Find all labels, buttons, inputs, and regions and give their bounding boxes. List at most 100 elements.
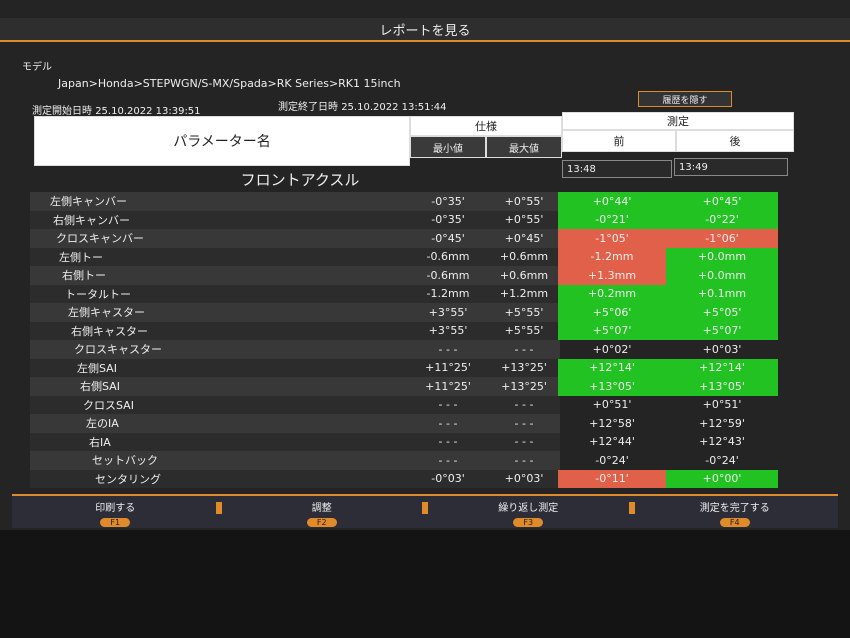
before-time-select[interactable]: 13:48 (562, 160, 672, 178)
measure-before: +0°51' (592, 398, 632, 412)
measure-after: +0.1mm (666, 284, 778, 303)
button-label: 調整 (311, 503, 332, 514)
spec-min: -0°03' (431, 472, 465, 486)
measure-before: +5°07' (558, 321, 666, 340)
spec-max: +13°25' (501, 361, 547, 375)
param-header: パラメーター名 (34, 116, 410, 166)
measure-before: +5°06' (558, 303, 666, 322)
spec-min: +3°55' (428, 324, 468, 338)
spec-min: - - - (438, 416, 458, 430)
function-key: F2 (306, 518, 337, 527)
spec-min: +11°25' (425, 379, 471, 393)
spec-min: -0.6mm (426, 268, 470, 282)
spec-max: +0°03' (504, 472, 544, 486)
measure-after: +0°00' (666, 469, 778, 488)
spec-min: -0.6mm (426, 250, 470, 264)
measure-before: +0°44' (558, 192, 666, 211)
spec-max: +1.2mm (499, 287, 549, 301)
spec-max: - - - (514, 453, 534, 467)
spec-max: +0.6mm (499, 250, 549, 264)
param-name: センタリング (95, 472, 161, 486)
max-header: 最大値 (486, 136, 562, 158)
row-background (30, 469, 560, 488)
measure-after: +12°59' (699, 416, 745, 430)
param-name: 左側トー (59, 250, 103, 264)
row-background (30, 284, 560, 303)
measure-before: -0°21' (558, 210, 666, 229)
spec-max: +0°55' (504, 213, 544, 227)
spec-max: - - - (514, 342, 534, 356)
spec-min: - - - (438, 342, 458, 356)
spec-max: +0.6mm (499, 268, 549, 282)
row-background (30, 451, 560, 470)
param-name: 左側SAI (77, 361, 117, 375)
measure-before: +0°02' (592, 342, 632, 356)
end-label: 測定終了日時 (278, 102, 338, 113)
param-name: 右側SAI (80, 380, 120, 394)
spec-min: +11°25' (425, 361, 471, 375)
section-title: フロントアクスル (240, 170, 360, 189)
footer-button[interactable]: 印刷する F1 (12, 498, 219, 528)
measure-header: 測定 (562, 112, 794, 130)
spec-min: - - - (438, 398, 458, 412)
button-label: 印刷する (95, 503, 136, 514)
footer-button[interactable]: 測定を完了する F4 (632, 498, 839, 528)
after-time-select[interactable]: 13:49 (674, 158, 788, 176)
hide-history-button[interactable]: 履歴を隠す (638, 91, 732, 107)
param-name: 右側キャスター (71, 324, 148, 338)
model-label: モデル (22, 62, 52, 73)
after-header: 後 (676, 130, 794, 152)
measure-after: +0°51' (702, 398, 742, 412)
measure-before: +13°05' (558, 377, 666, 396)
spec-max: - - - (514, 416, 534, 430)
row-background (30, 358, 560, 377)
function-key: F3 (513, 518, 544, 527)
measure-after: +0°03' (702, 342, 742, 356)
spec-max: - - - (514, 435, 534, 449)
monitor-bezel (0, 530, 850, 638)
footer-button[interactable]: 調整 F2 (219, 498, 426, 528)
param-name: 左のIA (86, 417, 119, 431)
spec-min: -0°45' (431, 231, 465, 245)
spec-min: -0°35' (431, 194, 465, 208)
row-background (30, 303, 560, 322)
row-background (30, 414, 560, 433)
button-label: 測定を完了する (699, 503, 770, 514)
footer-button[interactable]: 繰り返し測定 F3 (425, 498, 632, 528)
param-name: 左側キャスター (68, 306, 145, 320)
model-path: Japan>Honda>STEPWGN/S-MX/Spada>RK Series… (58, 77, 401, 90)
separator (628, 502, 635, 514)
spec-min: +3°55' (428, 305, 468, 319)
spec-min: -1.2mm (426, 287, 470, 301)
measure-before: +0.2mm (558, 284, 666, 303)
row-background (30, 210, 560, 229)
before-header: 前 (562, 130, 676, 152)
param-name: トータルトー (65, 287, 131, 301)
measure-before: -0°24' (595, 453, 629, 467)
row-background (30, 266, 560, 285)
spec-max: +5°55' (504, 305, 544, 319)
measure-after: +12°14' (666, 358, 778, 377)
measure-before: +12°14' (558, 358, 666, 377)
end-value: 25.10.2022 13:51:44 (341, 102, 447, 113)
measure-before: +1.3mm (558, 266, 666, 285)
min-header: 最小値 (410, 136, 486, 158)
measure-after: -1°06' (666, 229, 778, 248)
function-key: F1 (100, 518, 131, 527)
measure-after: +12°43' (699, 435, 745, 449)
measure-after: +5°07' (666, 321, 778, 340)
spec-header: 仕様 (410, 116, 562, 136)
measure-after: +0.0mm (666, 247, 778, 266)
spec-min: - - - (438, 435, 458, 449)
row-background (30, 432, 560, 451)
spec-max: +13°25' (501, 379, 547, 393)
row-background (30, 192, 560, 211)
separator (422, 502, 428, 514)
measure-after: +13°05' (666, 377, 778, 396)
start-time: 測定開始日時 25.10.2022 13:39:51 (32, 102, 201, 117)
row-background (30, 377, 560, 396)
spec-max: +5°55' (504, 324, 544, 338)
title-bar: レポートを見る (0, 18, 850, 42)
measure-after: -0°24' (705, 453, 739, 467)
